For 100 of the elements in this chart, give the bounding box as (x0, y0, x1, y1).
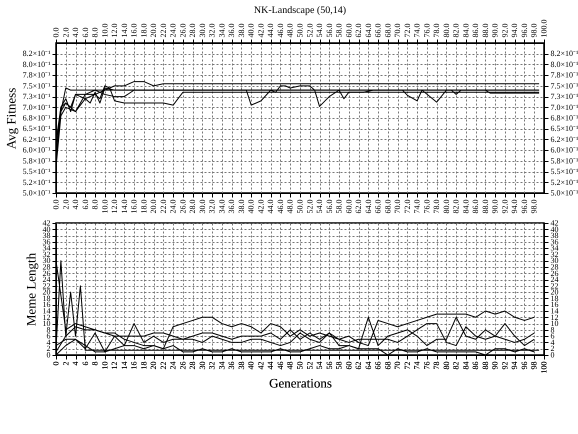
x-tick-label: 100 (540, 362, 548, 374)
y-tick-label: 5.8×10⁻¹ (22, 156, 52, 166)
x-tick-label: 96 (520, 362, 529, 370)
x-tick-label: 18 (139, 362, 148, 370)
x-tick-label: 90 (490, 362, 500, 370)
x-tick-label: 58.0 (334, 200, 344, 214)
y2-tick-label: 6.2×10⁻¹ (550, 134, 578, 144)
y-tick-label: 42 (42, 218, 50, 228)
x2-tick-label: 80.0 (442, 24, 451, 38)
x-tick-label: 24.0 (168, 200, 178, 214)
x-tick-label: 74 (412, 362, 422, 370)
x2-tick-label: 72.0 (402, 24, 412, 38)
y2-tick-label: 8.2×10⁻¹ (550, 49, 578, 58)
x-tick-label: 84 (461, 362, 470, 370)
x2-tick-label: 4.0 (71, 28, 80, 38)
x-tick-label: 4.0 (71, 200, 80, 210)
x2-tick-label: 28.0 (188, 24, 198, 38)
x2-tick-label: 60.0 (344, 24, 354, 38)
x2-tick-label: 8.0 (90, 28, 100, 38)
x-tick-label: 62.0 (354, 200, 364, 214)
x-tick-label: 68 (383, 362, 392, 370)
x2-tick-label: 92.0 (500, 24, 510, 38)
y-tick-label: 14 (42, 306, 50, 316)
y2-tick-label: 42 (550, 218, 558, 228)
x2-tick-label: 64.0 (364, 24, 373, 38)
x2-tick-label: 14.0 (120, 24, 129, 38)
x2-tick-label: 70.0 (393, 24, 402, 38)
x2-tick-label: 96.0 (520, 24, 529, 38)
x-tick-label: 48 (286, 362, 295, 370)
y-tick-label: 26 (42, 268, 50, 278)
y2-tick-label: 5.8×10⁻¹ (550, 156, 578, 166)
x-tick-label: 52 (305, 362, 314, 370)
x2-tick-label: 76.0 (422, 24, 432, 38)
y2-tick-label: 7.8×10⁻¹ (550, 70, 578, 80)
y-tick-label: 12 (42, 312, 50, 322)
x-tick-label: 50 (296, 362, 304, 370)
x-tick-label: 14.0 (120, 200, 129, 214)
x-tick-label: 92.0 (500, 200, 510, 214)
x-tick-label: 84.0 (461, 200, 470, 214)
x2-tick-label: 86.0 (471, 24, 480, 38)
x-tick-label: 40 (246, 362, 256, 370)
x2-tick-label: 84.0 (461, 24, 470, 38)
x-tick-label: 62 (354, 362, 364, 370)
x2-tick-label: 94.0 (510, 24, 520, 38)
x-tick-label: 60 (344, 362, 354, 370)
x-tick-label: 20 (149, 362, 158, 370)
x2-tick-label: 66.0 (374, 24, 383, 38)
y-tick-label: 7.0×10⁻¹ (22, 102, 52, 112)
x-tick-label: 66.0 (374, 200, 383, 214)
x2-tick-label: 36.0 (227, 24, 236, 38)
x-tick-label: 32 (208, 362, 217, 370)
y2-tick-label: 6.0×10⁻¹ (550, 146, 578, 155)
y-tick-label: 6.5×10⁻¹ (22, 124, 52, 134)
x2-tick-label: 12.0 (110, 24, 120, 38)
x2-tick-label: 0.0 (52, 28, 60, 38)
x2-tick-label: 90.0 (490, 24, 500, 38)
x2-tick-label: 22.0 (158, 24, 168, 38)
x-tick-label: 80.0 (442, 200, 451, 214)
x2-tick-label: 50.0 (296, 24, 304, 38)
x-tick-label: 86 (471, 362, 480, 370)
x-tick-label: 4 (71, 362, 80, 366)
y-tick-label: 6.8×10⁻¹ (22, 114, 52, 122)
x-tick-label: 26 (178, 362, 188, 370)
y2-tick-label: 28 (550, 262, 558, 272)
x-tick-label: 64 (364, 362, 373, 370)
x-tick-label: 48.0 (286, 200, 295, 214)
x-tick-label: 26.0 (178, 200, 188, 214)
x2-tick-label: 40.0 (246, 24, 256, 38)
y-tick-label: 5.5×10⁻¹ (22, 167, 52, 176)
x-tick-label: 38 (236, 362, 246, 370)
y2-tick-label: 7.0×10⁻¹ (550, 102, 578, 112)
y-tick-label: 8.0×10⁻¹ (22, 60, 52, 69)
x2-tick-label: 48.0 (286, 24, 295, 38)
x-tick-label: 54.0 (315, 200, 324, 214)
x-tick-label: 66 (374, 362, 383, 370)
x-tick-label: 30 (198, 362, 207, 370)
x-tick-label: 76.0 (422, 200, 432, 214)
y2-tick-label: 8.0×10⁻¹ (550, 60, 578, 69)
y-tick-label: 2 (46, 344, 50, 354)
x-tick-label: 78.0 (432, 200, 442, 214)
x-tick-label: 14 (120, 362, 129, 370)
x-tick-label: 46 (276, 362, 285, 370)
x-tick-label: 40.0 (246, 200, 256, 214)
x-tick-label: 50.0 (296, 200, 304, 214)
x2-tick-label: 82.0 (452, 24, 461, 38)
x-tick-label: 78 (432, 362, 442, 370)
x-tick-label: 8 (90, 362, 100, 366)
x-tick-label: 98.0 (530, 200, 539, 214)
x2-tick-label: 16.0 (130, 24, 139, 38)
y2-tick-label: 30 (550, 256, 558, 266)
x-tick-label: 80 (442, 362, 451, 370)
x-tick-label: 18.0 (139, 200, 148, 214)
x-tick-label: 96.0 (520, 200, 529, 214)
x-tick-label: 30.0 (198, 200, 207, 214)
x-tick-label: 72 (402, 362, 412, 370)
y-tick-label: 6.2×10⁻¹ (22, 134, 52, 144)
x2-tick-label: 88.0 (480, 24, 490, 38)
y2-tick-label: 0 (550, 350, 554, 360)
x-tick-label: 94.0 (510, 200, 520, 214)
y2-tick-label: 7.5×10⁻¹ (550, 81, 578, 90)
